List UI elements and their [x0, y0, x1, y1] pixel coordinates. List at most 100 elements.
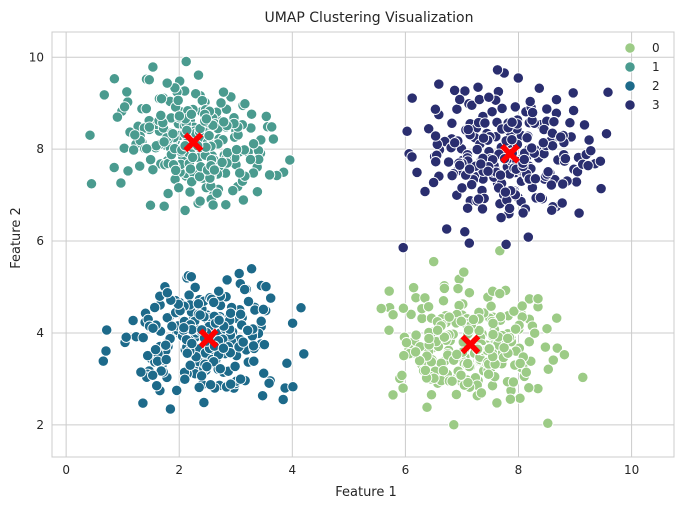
point-cluster-3	[406, 92, 418, 104]
point-cluster-2	[147, 369, 159, 381]
point-cluster-1	[215, 97, 227, 109]
point-cluster-1	[266, 121, 278, 133]
x-tick-label: 4	[288, 463, 296, 477]
point-cluster-3	[537, 137, 549, 149]
point-cluster-3	[411, 166, 423, 179]
point-cluster-2	[229, 360, 241, 373]
point-cluster-3	[570, 176, 583, 188]
point-cluster-3	[585, 145, 597, 157]
point-cluster-3	[521, 132, 533, 144]
point-cluster-3	[506, 116, 518, 128]
point-cluster-1	[161, 77, 173, 89]
point-cluster-1	[147, 164, 159, 176]
point-cluster-0	[396, 369, 408, 382]
point-cluster-1	[284, 154, 296, 166]
point-cluster-0	[387, 309, 399, 321]
point-cluster-3	[542, 166, 554, 178]
point-cluster-3	[397, 241, 409, 254]
point-cluster-1	[200, 113, 213, 125]
point-cluster-3	[496, 102, 508, 115]
point-cluster-3	[463, 163, 476, 175]
point-cluster-0	[551, 312, 563, 324]
legend-marker-1	[624, 61, 636, 73]
point-cluster-3	[499, 186, 512, 198]
point-cluster-0	[400, 337, 413, 349]
point-cluster-0	[451, 348, 463, 361]
x-tick-label: 6	[402, 463, 410, 477]
point-cluster-3	[427, 176, 440, 189]
point-cluster-0	[502, 332, 514, 345]
legend-marker-2	[624, 80, 636, 92]
point-cluster-3	[473, 93, 486, 106]
point-cluster-0	[387, 389, 399, 401]
point-cluster-3	[459, 226, 471, 238]
point-cluster-0	[514, 392, 526, 404]
point-cluster-2	[286, 317, 299, 329]
point-cluster-2	[192, 298, 205, 310]
point-cluster-1	[220, 199, 232, 211]
point-cluster-3	[533, 82, 545, 94]
point-cluster-1	[108, 73, 121, 85]
point-cluster-3	[546, 204, 558, 216]
point-cluster-0	[504, 393, 517, 405]
legend-label-3: 3	[652, 98, 660, 112]
point-cluster-3	[550, 93, 563, 106]
point-cluster-2	[263, 377, 275, 389]
point-cluster-1	[144, 153, 157, 166]
point-cluster-2	[221, 274, 233, 286]
point-cluster-3	[401, 125, 413, 137]
point-cluster-0	[446, 375, 458, 387]
point-cluster-3	[583, 134, 595, 146]
point-cluster-2	[256, 390, 269, 402]
point-cluster-3	[517, 207, 529, 219]
point-cluster-0	[407, 281, 420, 294]
point-cluster-3	[454, 159, 466, 171]
point-cluster-2	[149, 301, 161, 314]
point-cluster-3	[500, 238, 512, 251]
point-cluster-3	[567, 104, 580, 117]
point-cluster-1	[143, 121, 156, 133]
point-cluster-2	[201, 360, 213, 373]
point-cluster-3	[503, 202, 516, 215]
point-cluster-3	[534, 191, 547, 204]
point-cluster-2	[149, 343, 162, 356]
point-cluster-2	[135, 366, 147, 378]
point-cluster-3	[429, 103, 442, 115]
point-cluster-1	[194, 195, 206, 207]
point-cluster-1	[98, 89, 110, 101]
point-cluster-1	[218, 116, 230, 128]
point-cluster-3	[518, 153, 530, 166]
point-cluster-0	[498, 342, 510, 354]
legend-marker-0	[624, 42, 636, 54]
point-cluster-3	[491, 64, 504, 76]
y-tick-label: 2	[36, 418, 44, 432]
point-cluster-3	[448, 84, 461, 97]
point-cluster-2	[101, 324, 113, 336]
point-cluster-0	[416, 312, 428, 325]
point-cluster-3	[578, 119, 591, 131]
y-tick-label: 4	[36, 326, 44, 340]
point-cluster-2	[184, 359, 196, 371]
point-cluster-0	[438, 331, 451, 343]
point-cluster-0	[516, 300, 528, 312]
point-cluster-0	[542, 417, 554, 429]
point-cluster-2	[198, 396, 210, 409]
point-cluster-0	[452, 282, 464, 295]
point-cluster-3	[555, 131, 567, 143]
point-cluster-2	[120, 331, 132, 343]
point-cluster-3	[449, 137, 461, 149]
point-cluster-3	[573, 207, 585, 219]
point-cluster-2	[127, 314, 139, 327]
point-cluster-1	[85, 178, 98, 190]
point-cluster-2	[208, 296, 220, 309]
point-cluster-1	[237, 194, 250, 206]
point-cluster-2	[247, 340, 260, 352]
point-cluster-0	[483, 343, 495, 355]
point-cluster-0	[383, 324, 395, 336]
point-cluster-1	[84, 129, 96, 141]
centroid-stroke	[460, 334, 481, 355]
point-cluster-3	[582, 159, 594, 172]
point-cluster-3	[602, 86, 614, 98]
point-cluster-0	[428, 255, 440, 268]
point-cluster-0	[437, 295, 450, 307]
